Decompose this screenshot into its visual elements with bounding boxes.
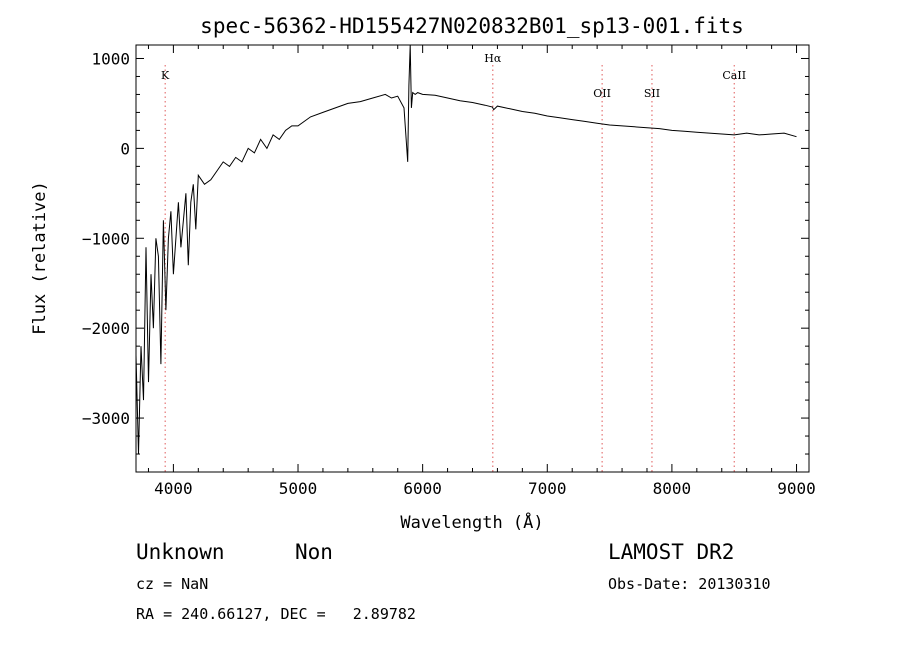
- x-axis-label: Wavelength (Å): [400, 511, 543, 533]
- y-axis-label: Flux (relative): [30, 181, 50, 335]
- info-cz: cz = NaN: [136, 575, 208, 593]
- y-tick-label: −2000: [82, 319, 130, 338]
- info-class: Unknown: [136, 540, 225, 564]
- x-tick-label: 7000: [528, 479, 567, 498]
- plot-frame: [135, 44, 810, 473]
- flux-series-line: [135, 44, 797, 455]
- y-tick-label: −3000: [82, 409, 130, 428]
- spectral-line-label: Hα: [484, 52, 502, 65]
- x-tick-label: 5000: [279, 479, 318, 498]
- info-obs-date: Obs-Date: 20130310: [608, 575, 771, 593]
- chart-title: spec-56362-HD155427N020832B01_sp13-001.f…: [200, 14, 744, 38]
- spectral-line-markers: K Hα OII SII CaII: [161, 52, 746, 472]
- x-tick-label: 9000: [777, 479, 816, 498]
- info-survey: LAMOST DR2: [608, 540, 734, 564]
- info-coords: RA = 240.66127, DEC = 2.89782: [136, 605, 416, 623]
- spectral-line-label: OII: [593, 87, 611, 100]
- x-tick-label: 4000: [154, 479, 193, 498]
- spectral-line-label: SII: [644, 87, 660, 100]
- spectral-line-label: CaII: [722, 69, 746, 82]
- y-tick-label: −1000: [82, 229, 130, 248]
- x-tick-label: 8000: [653, 479, 692, 498]
- info-subclass: Non: [295, 540, 333, 564]
- y-tick-label: 1000: [91, 49, 130, 68]
- spectral-line-label: K: [161, 69, 170, 82]
- axis-ticks: 4000 5000 6000 7000 8000 9000 −3000 −2000 −1000 0…: [82, 45, 816, 498]
- y-tick-label: 0: [120, 139, 130, 158]
- x-tick-label: 6000: [403, 479, 442, 498]
